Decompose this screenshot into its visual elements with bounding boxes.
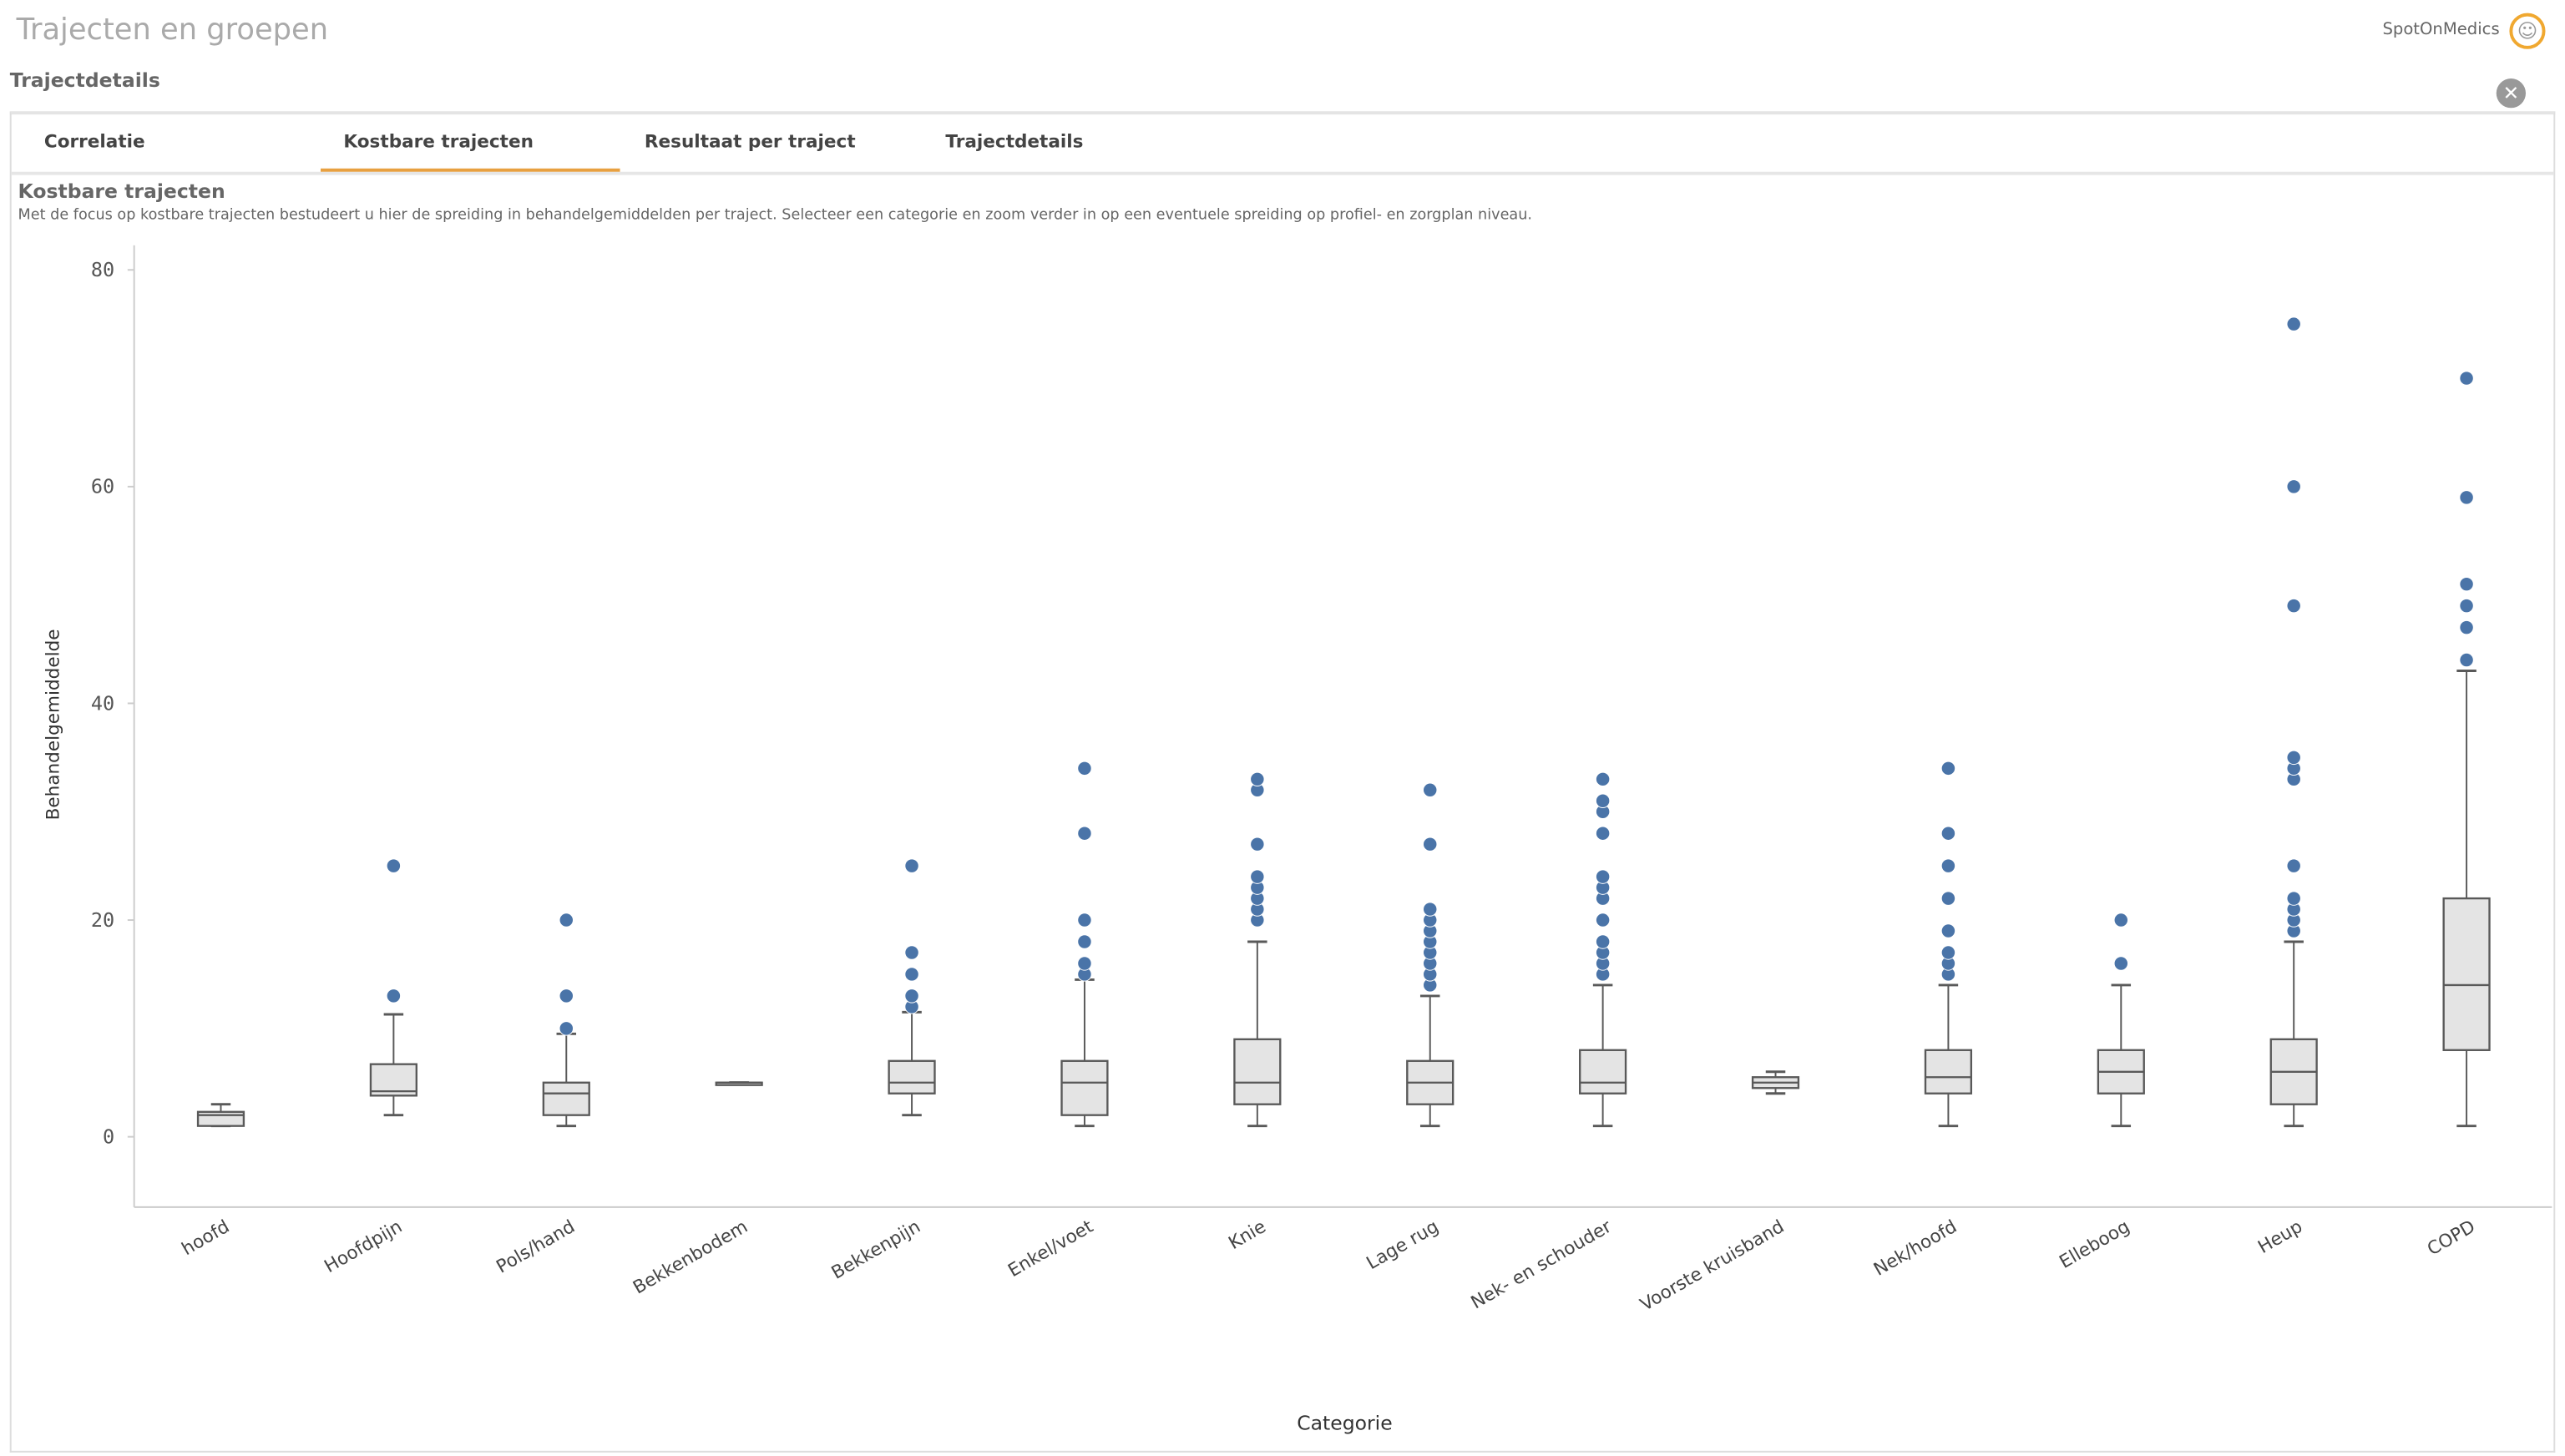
outlier-point: [2459, 576, 2474, 592]
outlier-point: [1595, 771, 1611, 787]
outlier-point: [2459, 619, 2474, 635]
outlier-point: [1423, 902, 1438, 917]
outlier-point: [904, 988, 919, 1004]
outlier-point: [1595, 826, 1611, 841]
outlier-point: [559, 988, 574, 1004]
y-tick-label: 80: [91, 258, 114, 281]
box: [1233, 1038, 1282, 1105]
tab-bar: Correlatie Kostbare trajecten Resultaat …: [11, 114, 2554, 175]
outlier-point: [904, 967, 919, 982]
x-tick-label: Lage rug: [1363, 1216, 1443, 1274]
outlier-point: [2113, 956, 2129, 971]
chart-subtitle: Met de focus op kostbare trajecten bestu…: [18, 207, 1533, 225]
app-title: Trajecten en groepen: [16, 13, 329, 48]
box: [1579, 1049, 1627, 1095]
x-tick-label: Pols/hand: [493, 1216, 579, 1278]
outlier-point: [1940, 826, 1956, 841]
outlier-point: [2286, 858, 2301, 873]
outlier-point: [1423, 837, 1438, 852]
x-tick-label: COPD: [2424, 1216, 2479, 1260]
outlier-point: [2286, 316, 2301, 331]
outlier-point: [1595, 934, 1611, 949]
active-tab-indicator: [321, 168, 620, 172]
outlier-point: [1077, 913, 1092, 928]
x-tick-label: Bekkenpijn: [828, 1216, 924, 1284]
outlier-point: [2459, 490, 2474, 505]
outlier-point: [1077, 956, 1092, 971]
brand-logo-icon: ☺: [2509, 13, 2546, 49]
outlier-point: [1423, 782, 1438, 798]
box: [1924, 1049, 1973, 1095]
outlier-point: [1077, 934, 1092, 949]
outlier-point: [2286, 891, 2301, 906]
y-axis-label: Behandelgemiddelde: [43, 629, 64, 820]
box: [542, 1081, 590, 1116]
y-tick-label: 20: [91, 908, 114, 932]
outlier-point: [1940, 923, 1956, 938]
x-tick-label: Voorste kruisband: [1637, 1216, 1788, 1316]
close-icon[interactable]: ✕: [2496, 78, 2527, 109]
outlier-point: [559, 913, 574, 928]
x-tick-label: hoofd: [179, 1216, 234, 1260]
outlier-point: [2286, 598, 2301, 614]
outlier-point: [1940, 761, 1956, 776]
x-tick-label: Heup: [2254, 1216, 2306, 1258]
outlier-point: [1595, 913, 1611, 928]
x-tick-label: Knie: [1225, 1216, 1269, 1254]
y-tick-label: 60: [91, 475, 114, 498]
outlier-point: [1250, 837, 1265, 852]
outlier-point: [1595, 869, 1611, 884]
outlier-point: [1940, 858, 1956, 873]
box: [2442, 897, 2491, 1051]
brand-name: SpotOnMedics: [2382, 21, 2500, 40]
outlier-point: [904, 858, 919, 873]
x-tick-label: Nek/hoofd: [1870, 1216, 1960, 1281]
x-tick-label: Bekkenbodem: [630, 1216, 751, 1299]
outlier-point: [2459, 598, 2474, 614]
outlier-point: [2113, 913, 2129, 928]
outlier-point: [1077, 761, 1092, 776]
x-axis-label: Categorie: [1297, 1411, 1392, 1434]
outlier-point: [1940, 891, 1956, 906]
outlier-point: [1250, 771, 1265, 787]
outlier-point: [386, 858, 402, 873]
tab-resultaat-per-traject[interactable]: Resultaat per traject: [644, 130, 856, 153]
outlier-point: [1077, 826, 1092, 841]
y-tick-label: 40: [91, 691, 114, 715]
outlier-point: [386, 988, 402, 1004]
tab-correlatie[interactable]: Correlatie: [43, 130, 145, 153]
x-tick-label: Nek- en schouder: [1468, 1216, 1616, 1314]
box: [1060, 1059, 1109, 1116]
outlier-point: [904, 945, 919, 960]
outlier-point: [1250, 869, 1265, 884]
box: [888, 1059, 936, 1095]
chart-title: Kostbare trajecten: [18, 179, 225, 203]
y-tick-label: 0: [103, 1125, 114, 1148]
x-tick-label: Hoofdpijn: [321, 1216, 406, 1277]
outlier-point: [2459, 371, 2474, 386]
outlier-point: [2459, 652, 2474, 668]
tab-kostbare-trajecten[interactable]: Kostbare trajecten: [343, 130, 534, 153]
box: [196, 1110, 245, 1127]
outlier-point: [559, 1021, 574, 1036]
sheet-title: Trajectdetails: [9, 68, 160, 92]
outlier-point: [1940, 945, 1956, 960]
x-tick-label: Elleboog: [2056, 1216, 2133, 1273]
outlier-point: [1595, 793, 1611, 808]
tab-trajectdetails[interactable]: Trajectdetails: [945, 130, 1084, 153]
chart-panel: Correlatie Kostbare trajecten Resultaat …: [9, 111, 2556, 1453]
x-tick-label: Enkel/voet: [1004, 1216, 1096, 1282]
outlier-point: [2286, 750, 2301, 766]
outlier-point: [2286, 479, 2301, 494]
